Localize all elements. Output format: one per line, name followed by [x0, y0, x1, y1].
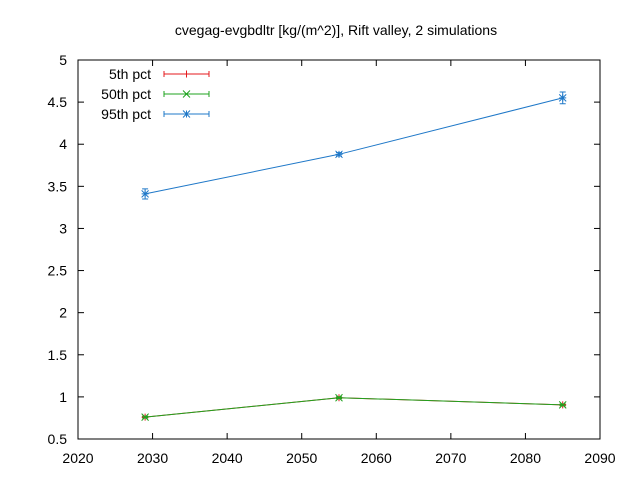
y-tick-label: 2.5: [48, 263, 68, 279]
y-tick-label: 4.5: [48, 94, 68, 110]
legend-marker-1: [182, 90, 191, 98]
x-tick-label: 2030: [137, 450, 168, 466]
y-tick-label: 0.5: [48, 431, 68, 447]
legend-cap-1: [163, 91, 210, 97]
x-tick-label: 2020: [62, 450, 93, 466]
x-tick-label: 2070: [435, 450, 466, 466]
legend-label-2: 95th pct: [101, 106, 151, 122]
chart-title: cvegag-evgbdltr [kg/(m^2)], Rift valley,…: [175, 22, 497, 38]
y-tick-label: 1: [59, 389, 67, 405]
legend-label-0: 5th pct: [109, 66, 151, 82]
y-tick-label: 2: [59, 305, 67, 321]
y-tick-label: 5: [59, 52, 67, 68]
series-line-1: [145, 397, 563, 418]
x-tick-label: 2060: [361, 450, 392, 466]
plot-frame: [77, 59, 601, 440]
data-point-2-2: [558, 94, 567, 102]
y-tick-label: 3.5: [48, 178, 68, 194]
data-point-2-1: [335, 150, 343, 159]
legend-marker-0: [183, 70, 190, 78]
series-line-2: [144, 97, 563, 195]
data-point-1-2: [558, 401, 567, 409]
legend-cap-2: [163, 111, 210, 117]
series-line-0: [145, 397, 563, 418]
legend-marker-2: [182, 110, 191, 118]
x-tick-label: 2080: [510, 450, 541, 466]
legend-cap-0: [163, 71, 210, 77]
y-tick-label: 1.5: [48, 347, 68, 363]
y-tick-label: 3: [59, 220, 67, 236]
legend-label-1: 50th pct: [101, 86, 151, 102]
x-tick-label: 2040: [212, 450, 243, 466]
data-point-1-1: [335, 393, 343, 402]
y-tick-label: 4: [59, 136, 67, 152]
plot-area: 2020 2030 2040 2050 2060 2070 2080 2090 0.5 1 1.5 2…: [48, 52, 616, 466]
data-point-2-0: [141, 190, 149, 198]
data-point-1-0: [141, 413, 149, 421]
x-tick-label: 2090: [584, 450, 615, 466]
x-tick-label: 2050: [286, 450, 317, 466]
